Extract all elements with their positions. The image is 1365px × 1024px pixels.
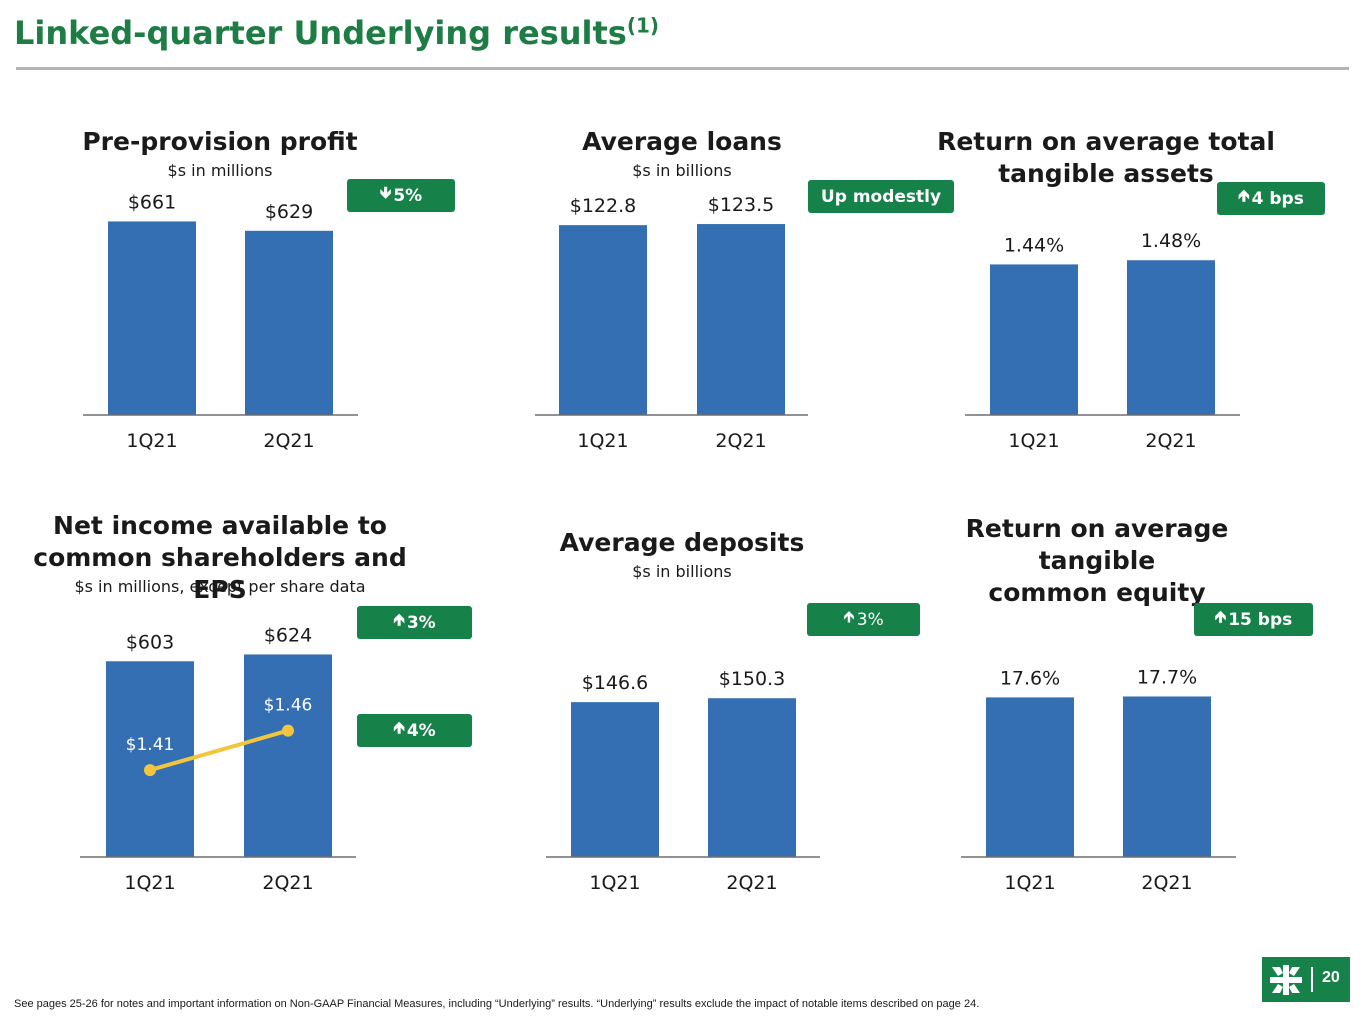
page-number: 20 xyxy=(1322,969,1340,986)
data-label: 1.48% xyxy=(1141,230,1201,252)
x-tick-label: 1Q21 xyxy=(126,430,177,452)
change-badge-rotta: 🡹 4 bps xyxy=(1217,182,1325,215)
chart-subtitle: $s in billions xyxy=(632,562,732,581)
bar xyxy=(559,225,647,415)
eps-label: $1.41 xyxy=(126,735,175,755)
change-badge-ppp: 🡻 5% xyxy=(347,179,455,212)
rotta-chart: 1.44% 1Q21 1.48% 2Q21 xyxy=(965,230,1240,452)
chart-title: Average loans xyxy=(582,127,782,156)
badge-text: 3% xyxy=(856,609,884,630)
bar xyxy=(245,230,333,415)
bar xyxy=(697,224,785,415)
chart-title: Return on average tangible common equity xyxy=(965,514,1229,607)
bar xyxy=(990,264,1078,415)
arrow-up-icon: 🡹 xyxy=(1214,607,1227,626)
data-label: 1.44% xyxy=(1004,234,1064,256)
eps-point xyxy=(282,724,294,737)
data-label: $629 xyxy=(265,201,313,223)
separator xyxy=(1311,967,1313,992)
page-title: Linked-quarter Underlying results(1) xyxy=(14,13,660,52)
change-badge-eps: 🡹 4% xyxy=(357,714,472,747)
change-badge-loans: Up modestly xyxy=(808,180,954,213)
bar xyxy=(1127,260,1215,415)
x-tick-label: 2Q21 xyxy=(1141,872,1192,894)
arrow-up-icon: 🡹 xyxy=(843,607,855,626)
badge-text: Up modestly xyxy=(820,186,942,207)
x-tick-label: 1Q21 xyxy=(1004,872,1055,894)
chart-title: Net income available to common sharehold… xyxy=(33,511,407,604)
data-label: $661 xyxy=(128,191,176,213)
data-label: $603 xyxy=(126,631,174,653)
data-label: $123.5 xyxy=(708,194,774,216)
chart-title: Pre-provision profit xyxy=(82,127,358,156)
arrow-up-icon: 🡹 xyxy=(393,718,405,737)
footnote: See pages 25-26 for notes and important … xyxy=(14,998,980,1010)
chart-subtitle: $s in millions xyxy=(167,161,273,180)
badge-text: 3% xyxy=(406,612,436,633)
arrow-down-icon: 🡻 xyxy=(379,183,392,202)
eps-point xyxy=(144,764,156,777)
arrow-up-icon: 🡹 xyxy=(1238,186,1250,205)
x-tick-label: 1Q21 xyxy=(577,430,628,452)
rotce-chart: 17.6% 1Q21 17.7% 2Q21 xyxy=(961,666,1236,894)
x-tick-label: 2Q21 xyxy=(715,430,766,452)
bar xyxy=(108,221,196,415)
change-badge-deposits: 🡹 3% xyxy=(807,603,920,636)
loans-chart: $122.8 1Q21 $123.5 2Q21 xyxy=(535,194,808,452)
bar xyxy=(571,702,659,857)
chart-title: Return on average total tangible assets xyxy=(937,127,1275,188)
bar xyxy=(986,697,1074,857)
eps-label: $1.46 xyxy=(264,696,313,716)
bar xyxy=(708,698,796,857)
net-income-chart: $603 1Q21 $624 2Q21 $1.41 $1.46 xyxy=(80,624,356,894)
data-label: 17.6% xyxy=(1000,667,1060,689)
chart-subtitle: $s in millions, except per share data xyxy=(74,577,366,596)
data-label: $146.6 xyxy=(582,672,648,694)
data-label: $150.3 xyxy=(719,668,785,690)
eps-line xyxy=(149,728,289,773)
badge-text: 15 bps xyxy=(1228,609,1293,630)
chart-title: Average deposits xyxy=(559,528,805,557)
title-footnote-ref: (1) xyxy=(626,13,660,38)
deposits-chart: $146.6 1Q21 $150.3 2Q21 xyxy=(546,668,820,894)
data-label: $624 xyxy=(264,624,312,646)
page-number-badge: 20 xyxy=(1262,957,1350,1002)
chart-subtitle: $s in billions xyxy=(632,161,732,180)
x-tick-label: 2Q21 xyxy=(262,872,313,894)
data-label: 17.7% xyxy=(1137,666,1197,688)
change-badge-rotce: 🡹 15 bps xyxy=(1194,603,1313,636)
data-label: $122.8 xyxy=(570,195,636,217)
badge-text: 5% xyxy=(393,185,423,206)
x-tick-label: 1Q21 xyxy=(124,872,175,894)
badge-text: 4 bps xyxy=(1251,188,1304,209)
bar xyxy=(1123,696,1211,857)
x-tick-label: 1Q21 xyxy=(589,872,640,894)
ppp-chart: $661 1Q21 $629 2Q21 xyxy=(83,191,358,452)
title-divider xyxy=(16,67,1349,70)
company-logo-icon xyxy=(1270,965,1302,995)
arrow-up-icon: 🡹 xyxy=(393,610,405,629)
change-badge-net-income: 🡹 3% xyxy=(357,606,472,639)
bar xyxy=(106,661,194,857)
x-tick-label: 2Q21 xyxy=(726,872,777,894)
badge-text: 4% xyxy=(406,720,436,741)
bar xyxy=(244,654,332,857)
x-tick-label: 2Q21 xyxy=(1145,430,1196,452)
x-tick-label: 2Q21 xyxy=(263,430,314,452)
x-tick-label: 1Q21 xyxy=(1008,430,1059,452)
